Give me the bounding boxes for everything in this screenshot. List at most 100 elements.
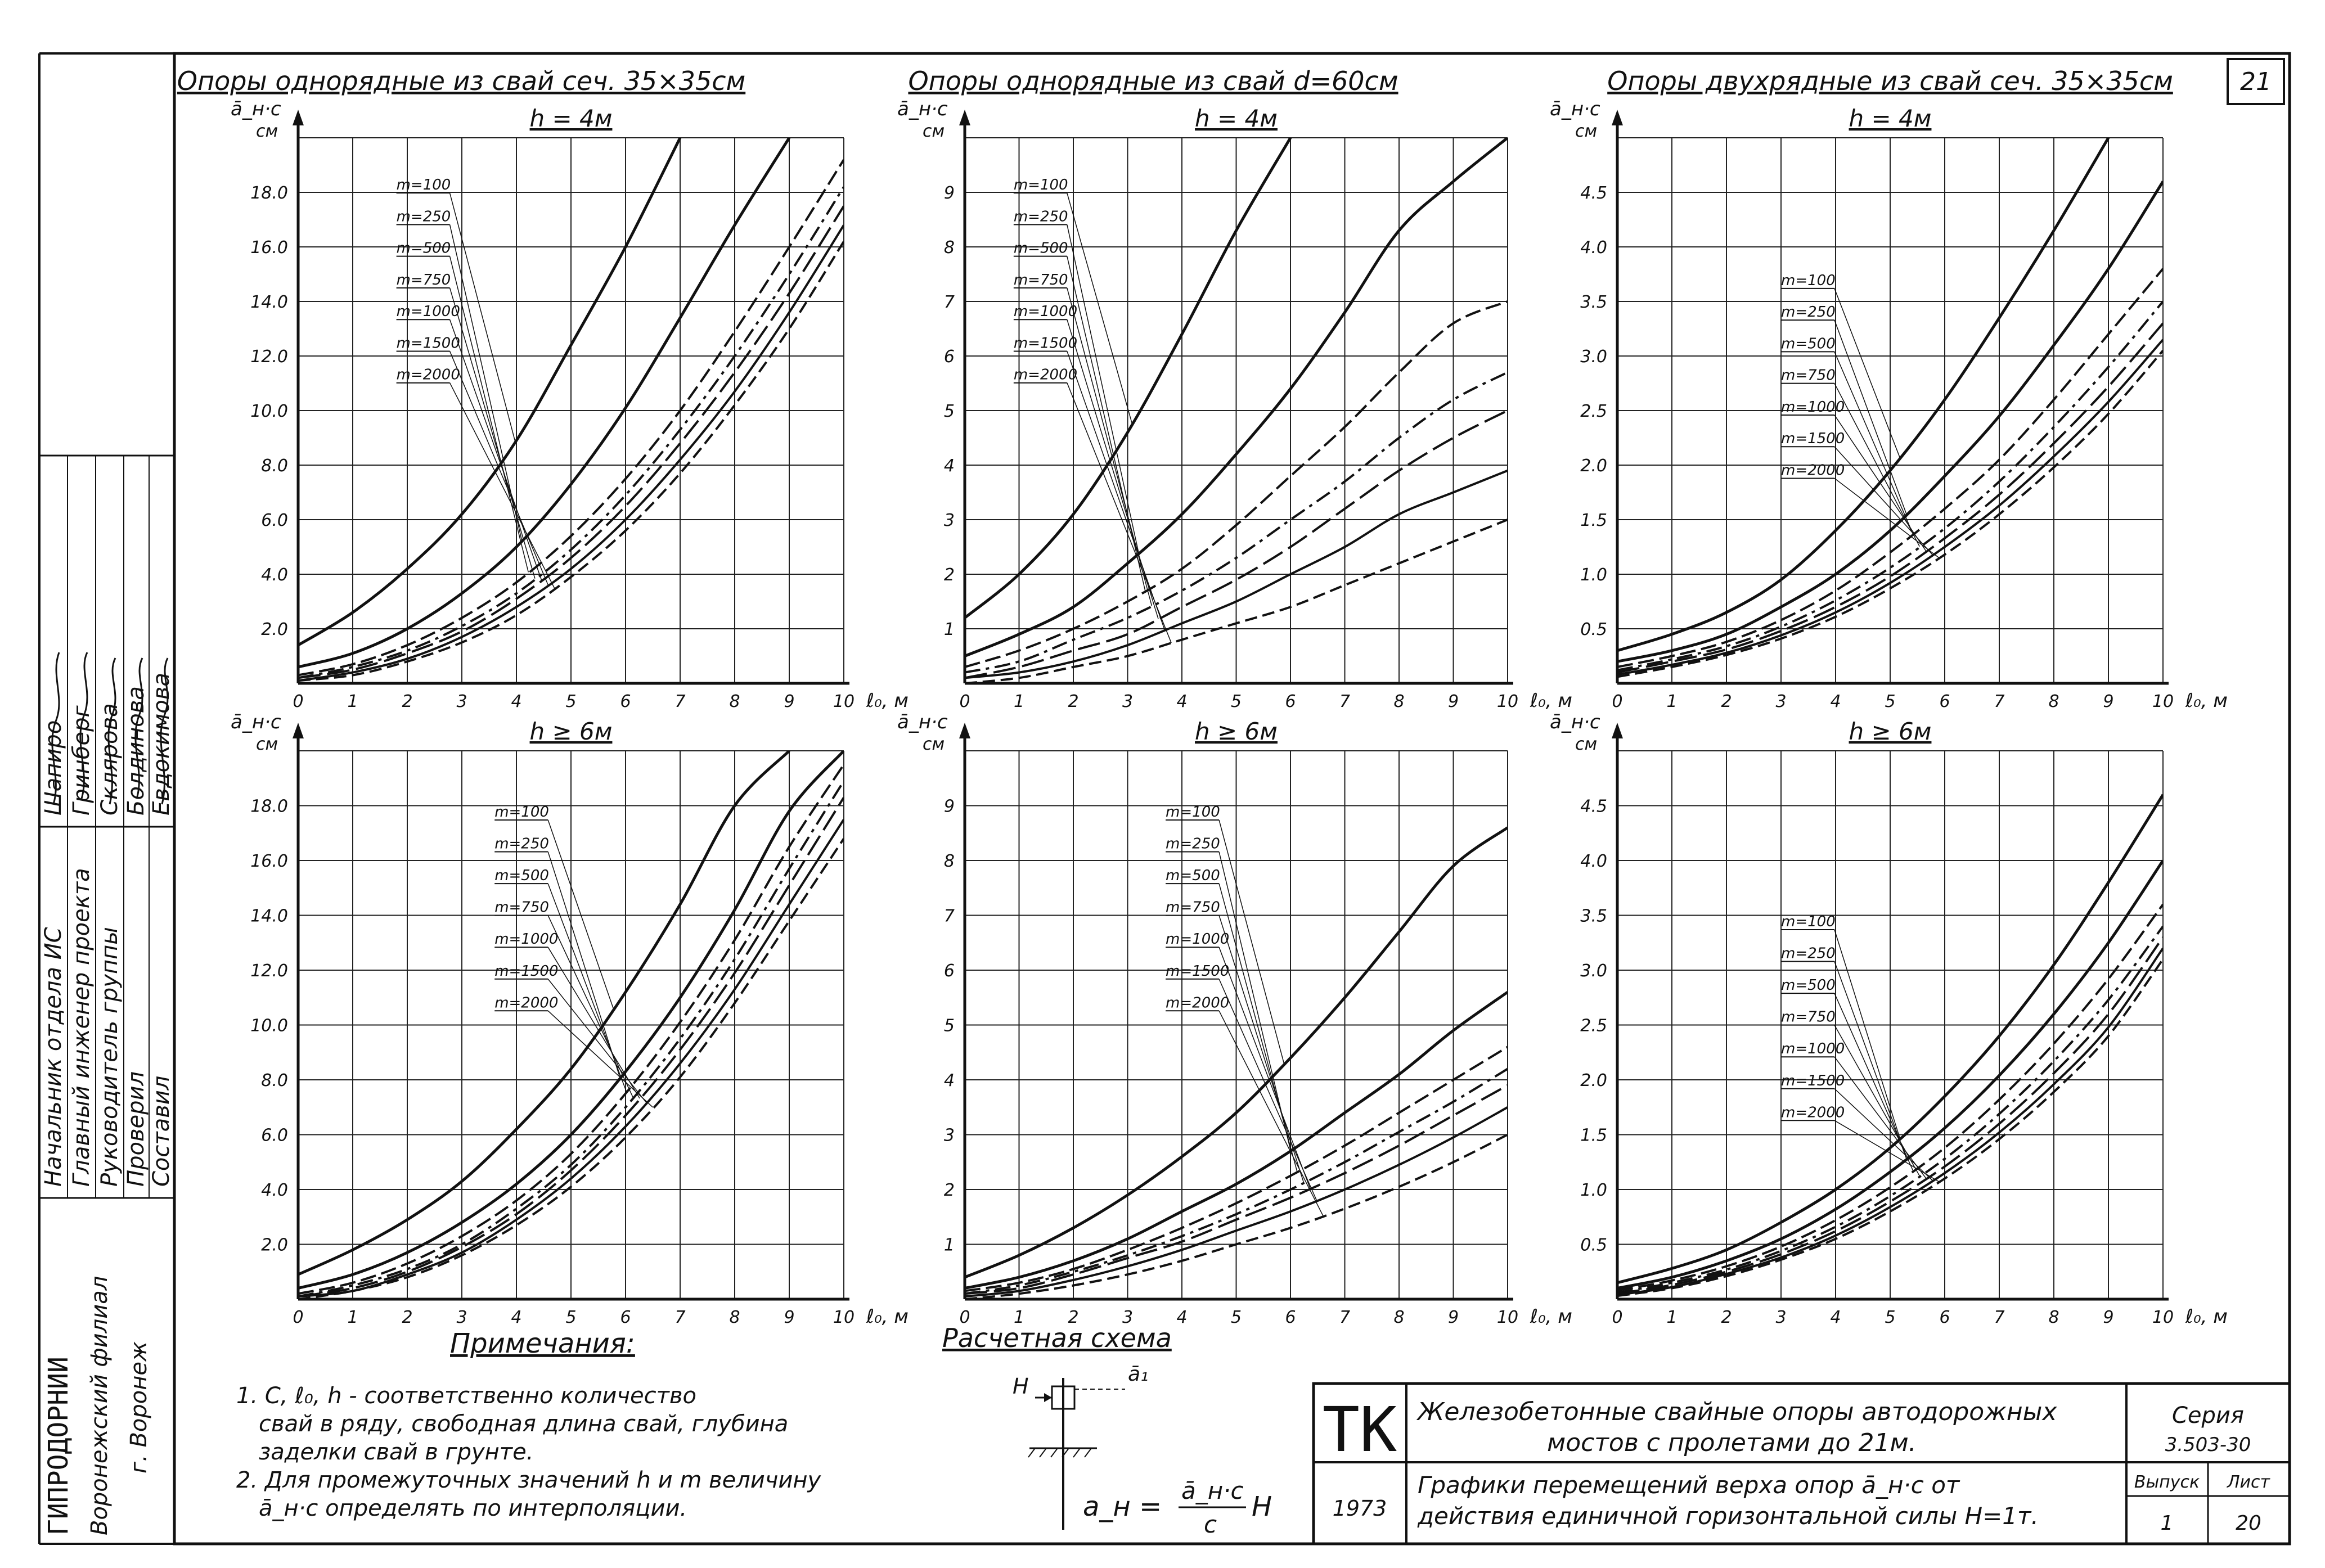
scheme-displacement-label: ā₁ bbox=[1128, 1363, 1149, 1386]
x-tick-label: 10 bbox=[833, 692, 855, 711]
m-leader-line bbox=[547, 979, 647, 1103]
m-label: m=250 bbox=[494, 836, 549, 853]
x-tick-label: 6 bbox=[1285, 692, 1296, 711]
series-line-m-250 bbox=[298, 138, 791, 669]
m-label: m=500 bbox=[1166, 867, 1220, 884]
x-tick-label: 10 bbox=[1497, 692, 1518, 711]
m-leader-line bbox=[449, 224, 523, 541]
side-role-4: Проверил bbox=[123, 1071, 149, 1187]
y-tick-label: 4.0 bbox=[261, 1180, 288, 1200]
column-title-2: Опоры однорядные из свай d=60см bbox=[908, 66, 1398, 96]
m-leader-line bbox=[1834, 414, 1927, 552]
m-leader-line bbox=[547, 851, 620, 1078]
y-axis-label: ā_н·c bbox=[897, 711, 948, 733]
m-leader-line bbox=[449, 192, 516, 443]
y-tick-label: 3 bbox=[944, 511, 955, 530]
x-tick-label: 5 bbox=[1885, 692, 1895, 711]
signature-2 bbox=[79, 652, 88, 799]
series-line-m-1000 bbox=[965, 409, 1508, 679]
x-tick-label: 2 bbox=[402, 692, 412, 711]
y-tick-label: 1 bbox=[944, 620, 955, 639]
y-axis-unit: см bbox=[1575, 121, 1597, 141]
m-leader-line bbox=[449, 351, 548, 585]
y-tick-label: 8 bbox=[944, 238, 955, 258]
x-tick-label: 2 bbox=[1721, 692, 1732, 711]
m-label: m=750 bbox=[1166, 899, 1220, 916]
x-tick-label: 5 bbox=[1885, 1308, 1895, 1327]
y-tick-label: 14.0 bbox=[250, 292, 288, 312]
y-axis-label: ā_н·c bbox=[897, 98, 948, 120]
m-leader-line bbox=[1067, 287, 1153, 606]
m-leader-line bbox=[547, 819, 614, 1010]
x-tick-label: 4 bbox=[1830, 1308, 1841, 1327]
title-line-2: мостов с пролетами до 21м. bbox=[1547, 1429, 1917, 1457]
series-line-m-250 bbox=[1617, 181, 2163, 663]
m-leader-line bbox=[1834, 319, 1907, 515]
m-label: m=1500 bbox=[1781, 1073, 1845, 1089]
y-tick-label: 4.5 bbox=[1580, 797, 1607, 817]
x-axis-label: ℓ₀, м bbox=[2185, 1305, 2228, 1328]
series-line-m-2000 bbox=[1617, 958, 2163, 1297]
side-organization: ГИПРОДОРНИИ Воронежский филиал г. Вороне… bbox=[43, 1276, 152, 1535]
series-line-m-1000 bbox=[1617, 322, 2163, 674]
scheme-ground-hatch bbox=[1028, 1448, 1092, 1458]
y-tick-label: 1.5 bbox=[1580, 1126, 1607, 1146]
y-tick-label: 9 bbox=[944, 183, 955, 203]
y-axis-unit: см bbox=[1575, 735, 1597, 754]
y-tick-label: 8.0 bbox=[261, 456, 288, 476]
h-label: h = 4м bbox=[530, 105, 613, 132]
x-tick-label: 9 bbox=[2103, 692, 2113, 711]
m-label: m=500 bbox=[1781, 977, 1836, 994]
h-label: h ≥ 6м bbox=[1195, 718, 1278, 745]
x-tick-label: 8 bbox=[729, 692, 740, 711]
sheet-number-box bbox=[2227, 58, 2285, 105]
y-axis-unit: см bbox=[923, 121, 945, 141]
x-tick-label: 9 bbox=[784, 692, 794, 711]
y-tick-label: 6.0 bbox=[261, 511, 288, 530]
title-line-1: Железобетонные свайные опоры автодорожны… bbox=[1416, 1398, 2057, 1426]
signature-1 bbox=[51, 652, 60, 805]
y-tick-label: 3.5 bbox=[1580, 292, 1607, 312]
x-tick-label: 1 bbox=[1666, 692, 1677, 711]
y-tick-label: 7 bbox=[944, 292, 955, 312]
m-label: m=1000 bbox=[1781, 399, 1845, 416]
series-line-m-1500 bbox=[965, 1106, 1508, 1298]
y-tick-label: 8 bbox=[944, 851, 955, 871]
m-leader-line bbox=[1834, 477, 1940, 558]
series-line-m-750 bbox=[965, 1067, 1508, 1295]
x-tick-label: 0 bbox=[293, 1308, 303, 1327]
y-tick-label: 1.0 bbox=[1580, 565, 1607, 585]
series-line-m-1500 bbox=[298, 818, 844, 1298]
x-tick-label: 9 bbox=[1448, 1308, 1459, 1327]
y-axis-label: ā_н·c bbox=[231, 98, 281, 120]
y-axis-label: ā_н·c bbox=[231, 711, 281, 733]
y-axis-label: ā_н·c bbox=[1550, 98, 1600, 120]
x-tick-label: 1 bbox=[1666, 1308, 1677, 1327]
h-label: h ≥ 6м bbox=[530, 718, 613, 745]
y-tick-label: 1 bbox=[944, 1236, 955, 1255]
series-line-m-1500 bbox=[965, 469, 1508, 679]
m-leader-line bbox=[1834, 961, 1907, 1159]
y-tick-label: 2.5 bbox=[1580, 402, 1607, 421]
y-axis-unit: см bbox=[923, 735, 945, 754]
sheet-frame bbox=[173, 52, 2291, 1546]
x-tick-label: 7 bbox=[1339, 1308, 1350, 1327]
x-tick-label: 5 bbox=[565, 1308, 576, 1327]
series-line-m-1500 bbox=[298, 224, 844, 682]
y-axis-unit: см bbox=[256, 735, 278, 754]
scheme-title: Расчетная схема bbox=[942, 1323, 1172, 1353]
y-tick-label: 10.0 bbox=[250, 1016, 288, 1036]
series-line-m-750 bbox=[298, 186, 844, 679]
x-tick-label: 7 bbox=[674, 692, 685, 711]
x-tick-label: 4 bbox=[1176, 1308, 1187, 1327]
x-tick-label: 6 bbox=[620, 692, 631, 711]
side-signatures bbox=[51, 652, 169, 805]
y-tick-label: 6 bbox=[944, 961, 955, 981]
x-tick-label: 3 bbox=[1775, 1308, 1786, 1327]
m-label: m=500 bbox=[1014, 240, 1068, 257]
x-axis-label: ℓ₀, м bbox=[2185, 690, 2228, 712]
tk-logo: ТК bbox=[1323, 1394, 1397, 1466]
y-tick-label: 0.5 bbox=[1580, 620, 1607, 639]
y-tick-label: 18.0 bbox=[250, 183, 288, 203]
issue-value: 1 bbox=[2161, 1512, 2174, 1535]
